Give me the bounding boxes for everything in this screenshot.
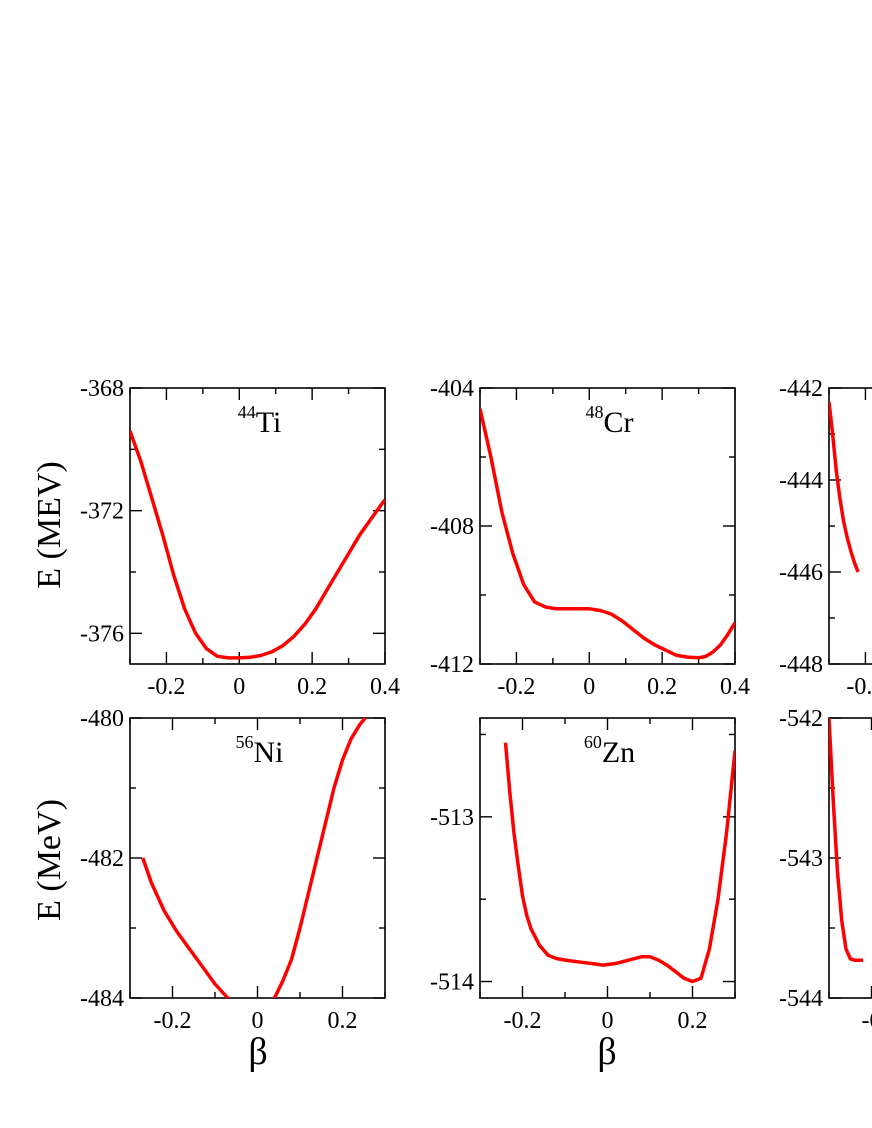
panel-4-ytick-label: -484 — [80, 986, 124, 1012]
panel-4-xtick-label: 0 — [252, 1008, 264, 1034]
panel-4-xtick-label: 0.2 — [328, 1008, 358, 1034]
panel-2-nucleus-label: 48Cr — [586, 402, 634, 439]
panel-5: -0.2 0 0.2 -514 -513 60Zn — [430, 717, 736, 1034]
y-axis-label-row-top: E (MEV) — [31, 461, 68, 588]
panel-2-ytick-label: -408 — [430, 514, 474, 540]
panel-3-ytick-label: -446 — [779, 560, 823, 586]
panel-6-curve — [829, 718, 863, 962]
panel-1-xtick-label: -0.2 — [147, 674, 185, 700]
panel-2-element-symbol: Cr — [604, 406, 634, 439]
panel-1-xtick-label: 0 — [233, 674, 245, 700]
x-axis-label-col-1: β — [248, 1031, 267, 1073]
panel-2-ytick-label: -404 — [430, 376, 474, 402]
panel-5-ytick-label: -513 — [430, 805, 474, 831]
panel-4-nucleus-label: 56Ni — [236, 732, 284, 769]
panel-1-ytick-label: -368 — [80, 376, 124, 402]
panel-1-xtick-label: 0.2 — [297, 674, 327, 700]
panel-2: -0.2 0 0.2 0.4 -412 -408 -404 48Cr — [430, 376, 750, 700]
y-axis-label-row-bottom: E (MeV) — [31, 799, 68, 921]
panel-5-element-symbol: Zn — [602, 736, 635, 769]
panel-4: -0.2 0 0.2 -484 -482 -480 56Ni — [80, 706, 386, 1034]
x-axis-label-col-2: β — [597, 1031, 616, 1073]
panel-2-xtick-label: 0.4 — [720, 674, 750, 700]
panel-6: -0 -544 -543 -542 — [779, 706, 872, 1034]
panel-6-ytick-label: -543 — [779, 846, 823, 872]
panel-2-mass-number: 48 — [586, 402, 604, 422]
panel-5-xtick-label: 0 — [602, 1008, 614, 1034]
panel-4-curve — [141, 718, 368, 998]
panel-1-ytick-label: -372 — [80, 499, 124, 525]
panel-4-ytick-label: -480 — [80, 706, 124, 732]
panel-1-element-symbol: Ti — [256, 406, 282, 439]
panel-1-frame — [129, 387, 386, 665]
panel-5-xtick-label: -0.2 — [504, 1008, 542, 1034]
panel-5-xtick-label: 0.2 — [678, 1008, 708, 1034]
panel-3: -0.2 -448 -446 -444 -442 — [779, 376, 872, 700]
panel-5-ytick-label: -514 — [430, 970, 474, 996]
panel-4-ytick-label: -482 — [80, 846, 124, 872]
panel-1-curve — [130, 430, 385, 660]
panel-5-curve — [503, 742, 735, 984]
panel-3-ytick-label: -444 — [779, 468, 823, 494]
panel-1: -0.2 0 0.2 0.4 -376 -372 -368 44Ti — [80, 376, 400, 700]
panel-1-mass-number: 44 — [238, 402, 256, 422]
panel-1-ytick-label: -376 — [80, 621, 124, 647]
panel-5-nucleus-label: 60Zn — [584, 732, 635, 769]
panel-3-ytick-label: -442 — [779, 376, 823, 402]
panel-3-ytick-label: -448 — [779, 652, 823, 678]
panel-2-xtick-label: -0.2 — [497, 674, 535, 700]
panel-2-xtick-label: 0.2 — [647, 674, 677, 700]
panel-6-ytick-label: -542 — [779, 706, 823, 732]
panel-5-mass-number: 60 — [584, 732, 602, 752]
panel-1-nucleus-label: 44Ti — [238, 402, 282, 439]
panel-4-xtick-label: -0.2 — [154, 1008, 192, 1034]
panel-2-xtick-label: 0 — [583, 674, 595, 700]
panel-6-ytick-label: -544 — [779, 986, 823, 1012]
panel-2-curve — [480, 408, 735, 660]
panel-3-frame — [828, 387, 872, 665]
panel-3-curve — [829, 401, 860, 573]
panel-1-xtick-label: 0.4 — [370, 674, 400, 700]
panel-6-xtick-label: -0 — [862, 1008, 872, 1034]
panel-3-xtick-label: -0.2 — [846, 674, 872, 700]
panel-4-element-symbol: Ni — [254, 736, 284, 769]
panel-2-ytick-label: -412 — [430, 652, 474, 678]
panel-4-mass-number: 56 — [236, 732, 254, 752]
